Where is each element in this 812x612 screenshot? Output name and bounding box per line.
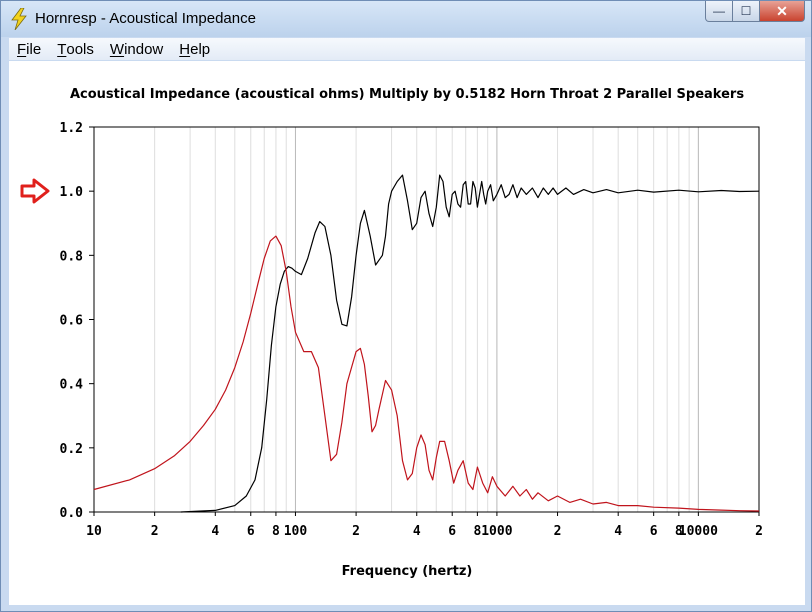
window-title: Hornresp - Acoustical Impedance [35, 10, 256, 27]
x-tick-label: 2 [755, 524, 763, 539]
x-tick-label: 1000 [481, 524, 512, 539]
x-tick-label: 100 [284, 524, 308, 539]
x-tick-label: 2 [352, 524, 360, 539]
menu-window-accel: W [109, 40, 125, 58]
x-tick-label: 2 [554, 524, 562, 539]
lightning-bolt-icon [11, 8, 27, 30]
maximize-button[interactable]: ☐ [733, 1, 760, 22]
x-tick-label: 4 [413, 524, 421, 539]
series-line-black [180, 174, 760, 513]
menu-help-rest: elp [190, 40, 211, 58]
menu-file[interactable]: File [9, 41, 49, 58]
x-tick-label: 4 [614, 524, 622, 539]
menu-help[interactable]: Help [171, 41, 218, 58]
y-tick-label: 0.6 [60, 314, 84, 329]
chart-area: Acoustical Impedance (acoustical ohms) M… [9, 61, 805, 605]
x-tick-label: 10000 [679, 524, 718, 539]
x-tick-label: 2 [151, 524, 159, 539]
title-bar[interactable]: Hornresp - Acoustical Impedance — ☐ ✕ [1, 1, 811, 37]
y-tick-label: 1.0 [60, 185, 84, 200]
x-tick-label: 6 [247, 524, 255, 539]
close-button[interactable]: ✕ [760, 1, 805, 22]
reference-arrow-icon [20, 178, 50, 204]
x-tick-label: 8 [473, 524, 481, 539]
caption-buttons: — ☐ ✕ [705, 1, 805, 23]
menu-bar: File Tools Window Help [9, 38, 805, 60]
menu-file-accel: F [17, 40, 27, 58]
menu-tools-rest: ools [66, 40, 94, 58]
menu-tools[interactable]: Tools [49, 41, 102, 58]
menu-window[interactable]: Window [102, 41, 171, 58]
menu-tools-accel: T [57, 40, 67, 58]
series-line-red [93, 235, 760, 512]
menu-file-rest: ile [26, 40, 42, 58]
menu-window-rest: indow [124, 40, 164, 58]
y-tick-label: 1.2 [60, 121, 83, 136]
x-tick-label: 6 [650, 524, 658, 539]
x-tick-label: 8 [272, 524, 280, 539]
y-tick-label: 0.8 [60, 249, 84, 264]
y-tick-label: 0.2 [60, 442, 83, 457]
impedance-plot: 0.00.20.40.60.81.01.210 2 4 6 8 100 2 4 6 8 1000 2 4… [60, 121, 763, 539]
x-tick-label: 10 [86, 524, 102, 539]
x-tick-label: 8 [675, 524, 683, 539]
y-tick-label: 0.0 [60, 506, 84, 521]
chart-title: Acoustical Impedance (acoustical ohms) M… [69, 87, 745, 102]
menu-help-accel: H [179, 40, 191, 58]
x-tick-label: 4 [211, 524, 219, 539]
x-tick-label: 6 [448, 524, 456, 539]
y-tick-label: 0.4 [60, 378, 84, 393]
x-axis-label: Frequency (hertz) [341, 564, 473, 579]
minimize-button[interactable]: — [705, 1, 733, 22]
